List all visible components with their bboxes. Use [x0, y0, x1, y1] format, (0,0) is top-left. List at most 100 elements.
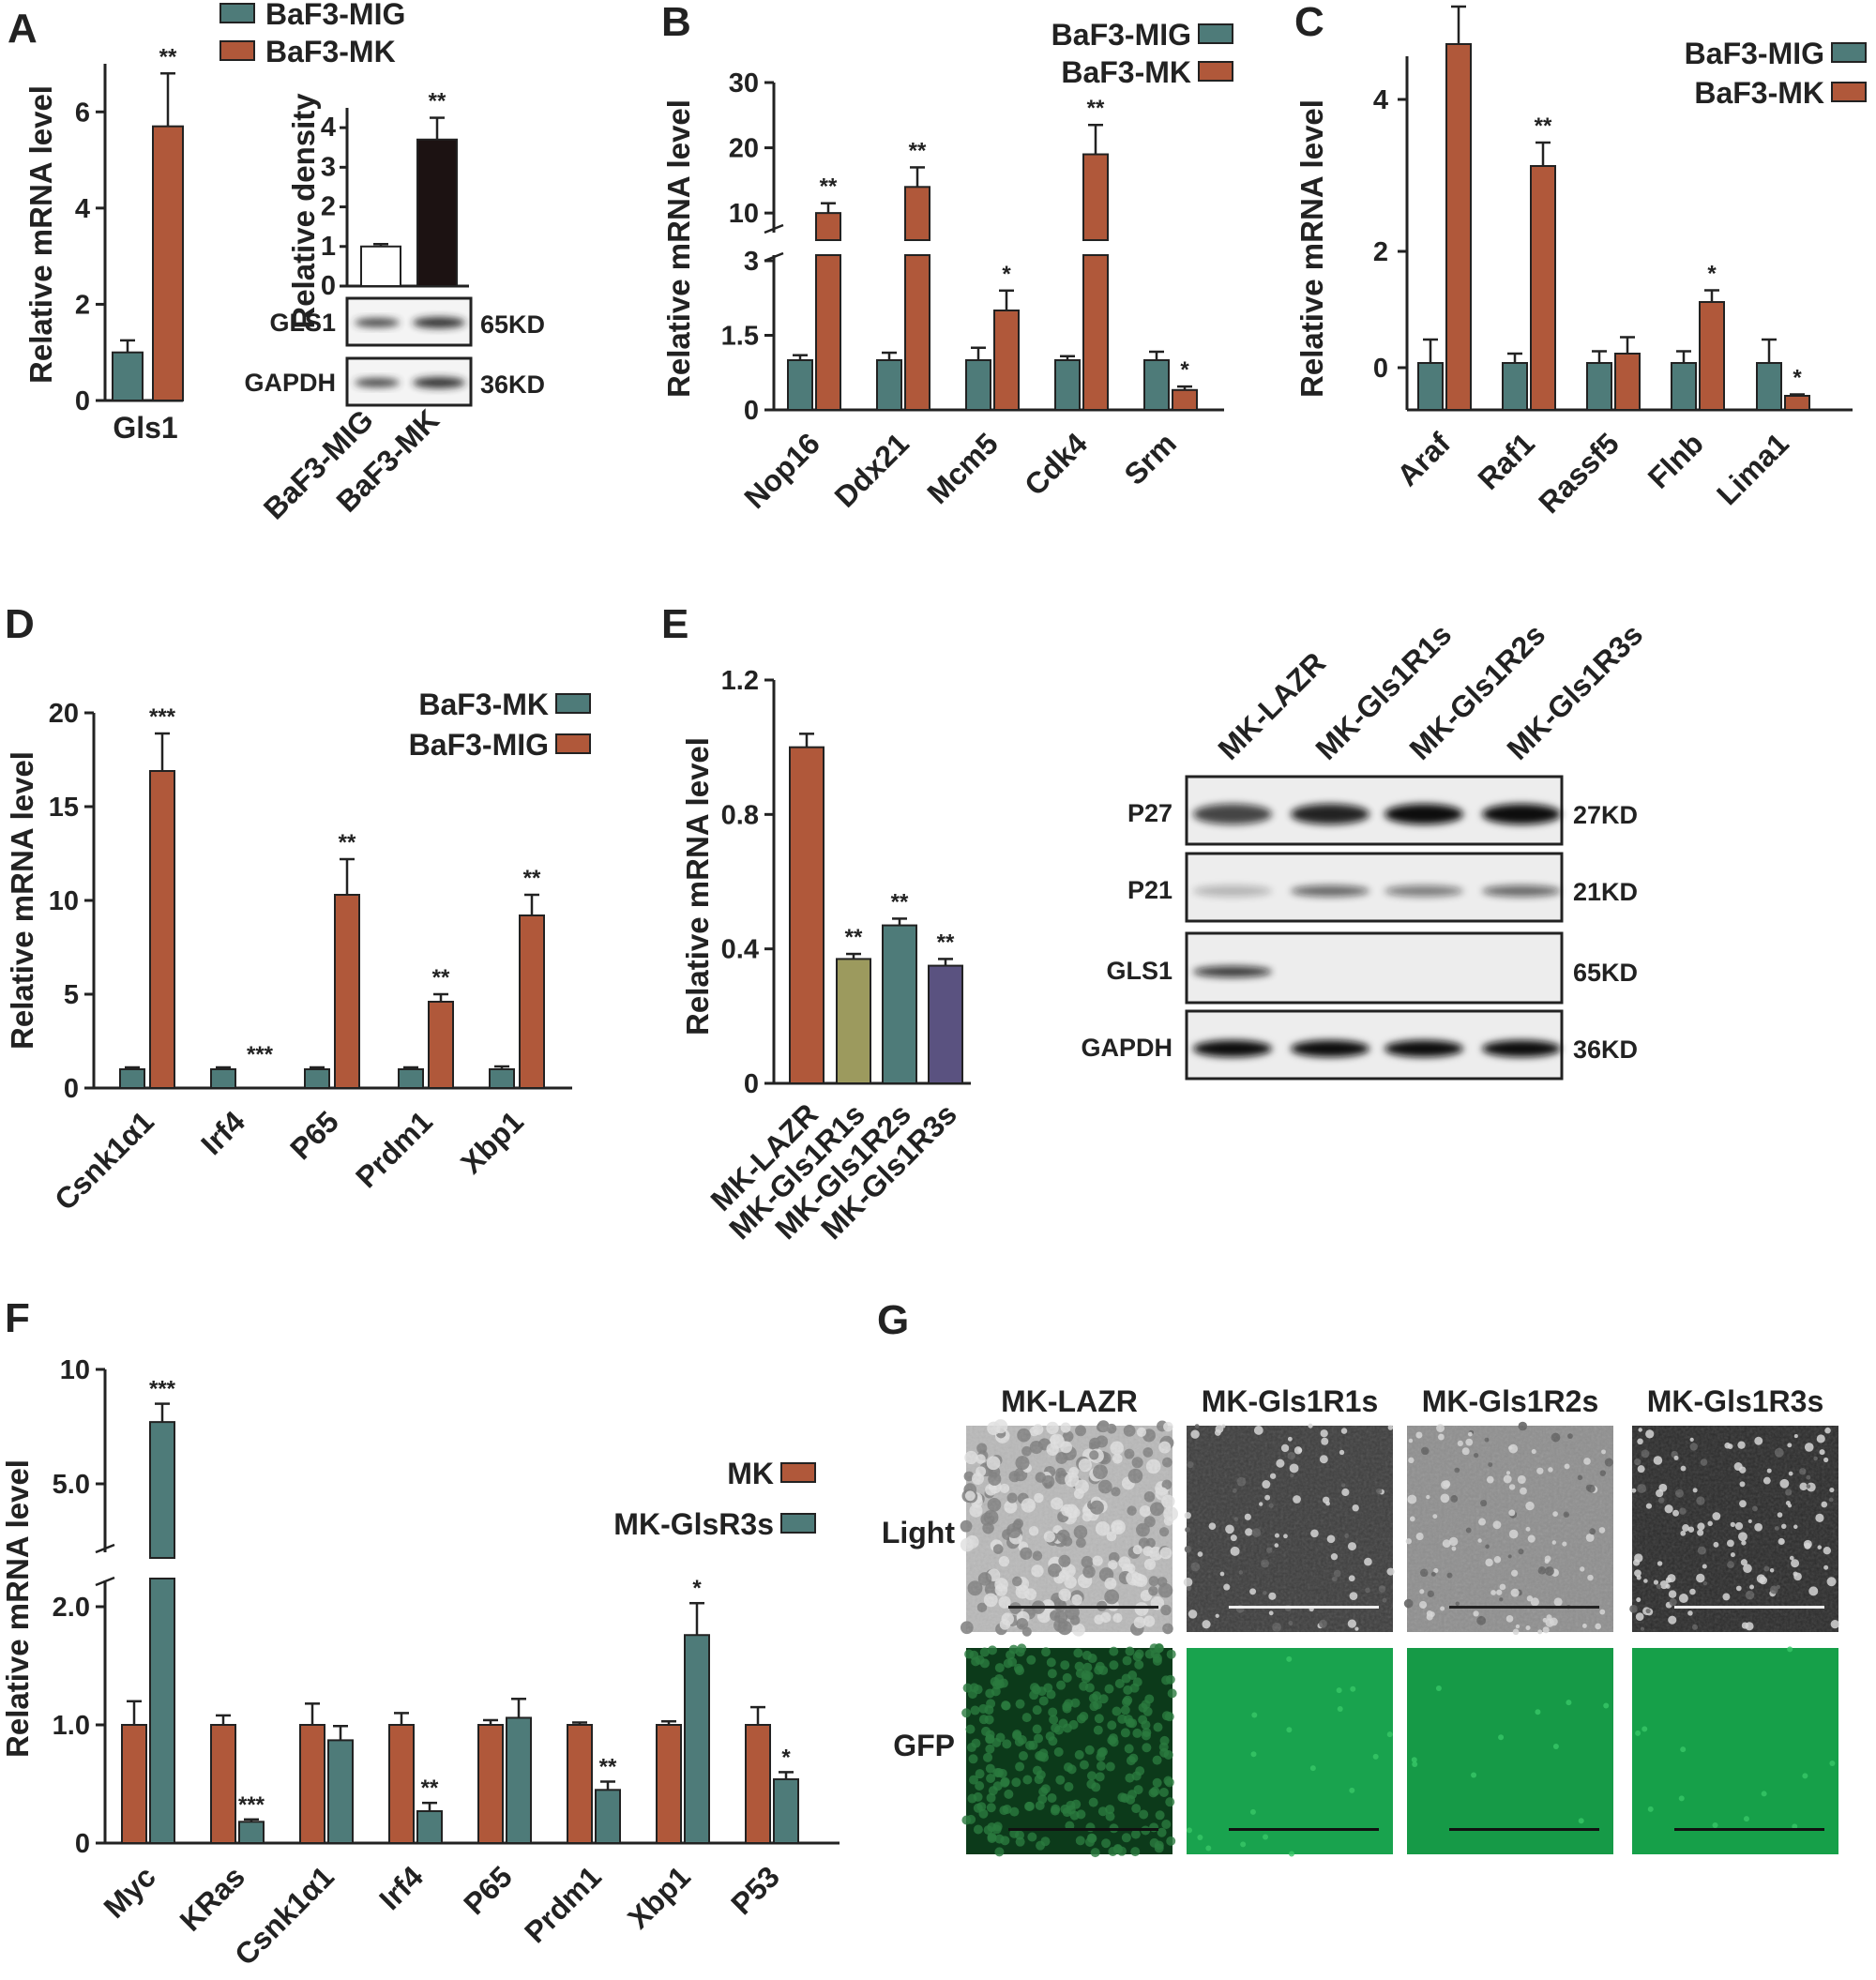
micro-row-gfp: GFP — [893, 1729, 955, 1762]
bar-E-MK-Gls1R3s — [928, 964, 963, 1085]
err-B-mig-Ddx21 — [882, 351, 897, 360]
panel-label-F: F — [5, 1295, 30, 1341]
micro-cell-g — [1186, 1827, 1192, 1834]
bar-C-mk-Flnb — [1699, 301, 1725, 411]
bar-F-r3s-Irf4 — [416, 1809, 443, 1844]
micro-cell-g — [1250, 1751, 1257, 1758]
bar-F-r3s-Xbp1 — [684, 1634, 710, 1844]
micro-cell-g — [1132, 1652, 1142, 1662]
err-D-mig-Prdm1 — [433, 992, 448, 1002]
err-F-r3s-KRas — [244, 1818, 259, 1822]
bar-B-mk-lo-Ddx21 — [904, 254, 930, 411]
micro-gfp-1 — [1186, 1648, 1393, 1857]
micro-cell-g — [1068, 1719, 1079, 1730]
legend-A-1-swatch — [219, 40, 255, 61]
micro-cell-g — [1336, 1687, 1342, 1694]
ytick-label-A-6: 6 — [75, 98, 90, 128]
micro-cell-g — [1138, 1702, 1148, 1713]
micro-cell-g — [979, 1647, 990, 1657]
bar-D-mk-Csnk1α1 — [119, 1068, 145, 1089]
micro-cell-g — [1125, 1717, 1135, 1728]
sig-C-Lima1: * — [1793, 366, 1802, 391]
ytick-label-Ai-3: 3 — [321, 152, 336, 182]
micro-cell-g — [1642, 1726, 1648, 1732]
micro-scalebar-g-0 — [1008, 1828, 1158, 1831]
bar-C-mk-Rassf5 — [1614, 353, 1641, 411]
micro-cell-g — [1386, 1731, 1393, 1738]
micro-cell-g — [1006, 1650, 1016, 1660]
bar-F-mk-P53 — [745, 1724, 771, 1844]
micro-cell-g — [1012, 1731, 1022, 1741]
legend-B-0-swatch — [1198, 23, 1233, 44]
bar-B-mk-lo-Cdk4 — [1082, 254, 1109, 411]
micro-cell-g — [961, 1815, 972, 1825]
micro-cell-g — [1566, 1700, 1572, 1706]
ytick-label-D-15: 15 — [49, 793, 79, 823]
micro-cell-g — [1105, 1761, 1115, 1772]
legend-A-0-swatch — [219, 3, 255, 23]
break-B-0 — [764, 223, 784, 234]
micro-cell-g — [1049, 1715, 1059, 1725]
micro-cell-g — [1121, 1697, 1131, 1707]
micro-cell-g — [1337, 1706, 1343, 1713]
micro-cell-g — [1047, 1669, 1057, 1679]
bar-B-mk-up-Ddx21 — [904, 186, 930, 242]
micro-cell-g — [991, 1686, 1001, 1697]
micro-row-light: Light — [882, 1516, 956, 1549]
micro-cell-g — [1027, 1832, 1037, 1842]
err-D-mig-Csnk1α1 — [155, 732, 170, 771]
ytick-label-B-3: 3 — [744, 247, 759, 277]
micro-cell-g — [1117, 1714, 1127, 1724]
gap-B-Nop16 — [814, 241, 842, 254]
bar-A-BaF3-MK — [152, 125, 184, 402]
sig-D-Irf4: *** — [247, 1042, 274, 1067]
micro-cell-g — [1109, 1660, 1119, 1670]
bar-A-BaF3-MIG — [112, 351, 144, 402]
micro-cell-g — [1120, 1705, 1130, 1715]
micro-cell-g — [1048, 1707, 1058, 1717]
bar-F-r3s-Csnk1α1 — [327, 1739, 354, 1845]
bar-F-r3s-lo-Myc — [149, 1578, 175, 1844]
micro-cell-g — [1603, 1702, 1610, 1709]
break-F-1 — [95, 1576, 115, 1587]
err-E-MK-Gls1R3s — [938, 958, 953, 966]
bar-Ai-0 — [360, 245, 401, 287]
blot-A-band-0-0 — [355, 318, 400, 327]
micro-col-0: MK-LAZR — [1001, 1384, 1138, 1418]
bar-B-mig-Nop16 — [787, 359, 813, 411]
err-F-r3s-Irf4 — [422, 1801, 437, 1811]
micro-light-grain-2 — [1407, 1426, 1613, 1632]
xcat-A-0: Gls1 — [113, 411, 177, 445]
micro-cell-g — [1165, 1797, 1175, 1807]
micro-cell-g — [1094, 1714, 1104, 1724]
micro-cell-g — [985, 1744, 995, 1754]
ytick-label-F-2.0: 2.0 — [53, 1593, 90, 1623]
blot-E-kd-1: 21KD — [1573, 878, 1638, 906]
bar-B-mk-up-Cdk4 — [1082, 153, 1109, 242]
micro-cell-g — [1088, 1797, 1098, 1807]
micro-cell-g — [991, 1737, 1002, 1747]
micro-cell-g — [1792, 1823, 1798, 1830]
sig-C-Flnb: * — [1707, 262, 1717, 287]
micro-cell-g — [1053, 1746, 1064, 1757]
micro-cell-g — [1471, 1772, 1477, 1778]
ytick-label-Ai-2: 2 — [321, 192, 336, 222]
ylabel-D: Relative mRNA level — [5, 751, 39, 1050]
micro-cell-g — [1125, 1646, 1135, 1656]
legend-A-1-label: BaF3-MK — [265, 35, 396, 68]
micro-light-3 — [1629, 1426, 1839, 1632]
chart-A: 0 2 4 6 Relative mRNA level ** Gls1 BaF3-MIG BaF… — [23, 0, 405, 445]
blot-E-band-0-0 — [1193, 804, 1272, 824]
err-B-mig-Cdk4 — [1060, 355, 1075, 360]
sig-B-Cdk4: ** — [1087, 96, 1105, 121]
ytick-label-E-0.4: 0.4 — [721, 935, 759, 965]
micro-cell-g — [1578, 1818, 1584, 1824]
micro-cell-g — [1086, 1771, 1097, 1781]
bar-C-mig-Flnb — [1671, 362, 1697, 411]
ytick-label-E-0: 0 — [744, 1069, 759, 1099]
err-B-mig-Nop16 — [793, 354, 808, 360]
err-D-mig-Xbp1 — [524, 893, 539, 915]
micro-cell-g — [1045, 1731, 1055, 1742]
bar-F-mk-Irf4 — [388, 1724, 415, 1844]
micro-cell-g — [983, 1825, 993, 1836]
